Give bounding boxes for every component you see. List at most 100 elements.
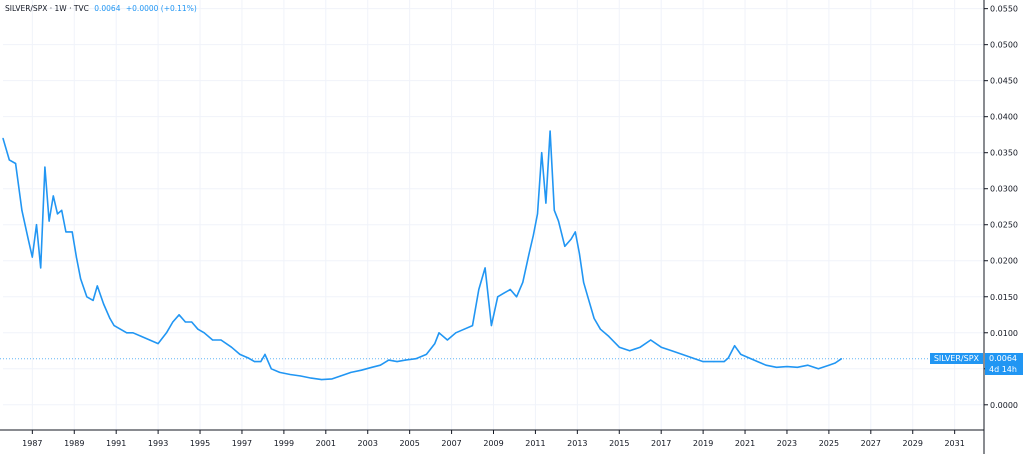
data-point (583, 281, 585, 283)
data-point (692, 357, 694, 359)
data-point (239, 353, 241, 355)
bar-countdown-badge: 4d 14h (985, 363, 1023, 375)
data-point (671, 350, 673, 352)
x-tick-label: 2031 (944, 439, 964, 448)
chart-legend[interactable]: SILVER/SPX · 1W · TVC 0.0064 +0.0000 (+0… (5, 4, 197, 13)
data-point (807, 364, 809, 366)
data-point (396, 360, 398, 363)
data-point (371, 366, 373, 368)
data-point (27, 238, 29, 240)
data-point (48, 220, 50, 222)
data-point (578, 252, 581, 255)
data-point (681, 353, 683, 355)
legend-sep-2: · (69, 4, 74, 13)
data-point (331, 378, 333, 380)
x-axis[interactable]: 1987 1989 1991 1993 1995 1997 1999 2001 2003 2005… (0, 429, 984, 448)
x-tick-label: 2023 (777, 439, 797, 448)
data-point (197, 328, 199, 330)
data-point (61, 209, 63, 211)
data-point (96, 285, 98, 287)
data-point (438, 332, 440, 334)
x-tick-label: 2019 (693, 439, 713, 448)
data-point (733, 345, 736, 347)
x-tick-label: 2001 (316, 439, 336, 448)
data-point (350, 371, 352, 373)
series-line (2, 130, 842, 381)
grid-lines (3, 0, 984, 430)
data-point (425, 353, 428, 355)
y-axis[interactable]: 0.00000.00500.01000.01500.02000.02500.03… (983, 0, 1018, 454)
data-point (786, 366, 788, 368)
legend-symbol: SILVER/SPX (5, 4, 48, 13)
data-point (247, 357, 249, 359)
data-point (532, 234, 534, 237)
data-point (840, 358, 843, 360)
x-tick-label: 2025 (819, 439, 839, 448)
series-label-badge: SILVER/SPX (929, 352, 983, 364)
data-point (191, 321, 193, 323)
data-point (379, 364, 381, 366)
y-tick-label: 0.0400 (990, 113, 1018, 122)
data-point (723, 360, 725, 363)
series-layer (0, 130, 984, 381)
data-point (446, 339, 448, 341)
data-point (321, 378, 323, 381)
data-point (132, 332, 134, 334)
y-tick-label: 0.0350 (990, 149, 1018, 158)
x-tick-label: 2015 (609, 439, 629, 448)
data-point (126, 332, 128, 334)
data-point (212, 339, 214, 341)
data-point (157, 342, 159, 345)
data-point (310, 377, 312, 379)
data-point (113, 324, 115, 327)
data-point (608, 335, 610, 337)
data-point (599, 328, 602, 330)
data-point (490, 324, 493, 327)
data-point (44, 166, 46, 168)
data-point (727, 357, 729, 359)
y-tick-label: 0.0450 (990, 77, 1018, 86)
data-point (478, 288, 480, 291)
data-point (360, 369, 363, 371)
data-point (35, 224, 38, 226)
data-point (31, 256, 33, 258)
data-point (834, 362, 836, 364)
data-point (149, 339, 151, 341)
data-point (75, 256, 77, 258)
data-point (172, 321, 174, 323)
x-tick-label: 2011 (525, 439, 545, 448)
data-point (748, 357, 750, 359)
data-point (484, 267, 486, 269)
x-tick-label: 2021 (735, 439, 755, 448)
data-point (660, 346, 662, 348)
data-point (339, 375, 342, 377)
y-tick-label: 0.0000 (990, 401, 1018, 410)
data-point (639, 346, 641, 348)
data-point (56, 213, 59, 215)
data-point (553, 209, 555, 211)
data-point (279, 371, 281, 373)
y-tick-label: 0.0100 (990, 329, 1018, 338)
legend-interval: 1W (54, 4, 67, 13)
data-point (463, 328, 465, 330)
x-tick-label: 2005 (399, 439, 419, 448)
x-tick-label: 2003 (358, 439, 378, 448)
x-tick-label: 1987 (22, 439, 42, 448)
x-tick-label: 1989 (64, 439, 84, 448)
y-tick-label: 0.0500 (990, 41, 1018, 50)
data-point (536, 213, 539, 215)
data-point (388, 359, 390, 361)
data-point (629, 350, 631, 352)
y-tick-label: 0.0550 (990, 5, 1018, 14)
x-tick-label: 1993 (148, 439, 168, 448)
data-point (71, 231, 73, 233)
data-point (230, 346, 233, 348)
x-tick-label: 2017 (651, 439, 671, 448)
data-point (253, 360, 256, 363)
y-tick-label: 0.0150 (990, 293, 1018, 302)
data-point (79, 278, 82, 280)
data-point (740, 353, 742, 355)
data-point (545, 202, 547, 204)
